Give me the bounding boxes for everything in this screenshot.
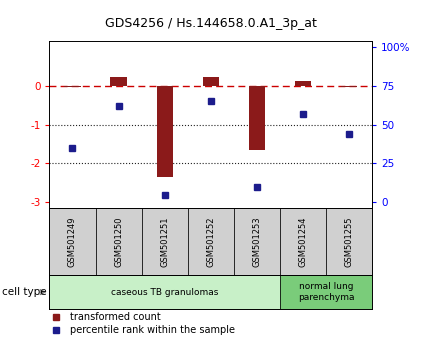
Text: GSM501255: GSM501255	[344, 217, 353, 267]
Text: normal lung
parenchyma: normal lung parenchyma	[298, 282, 354, 302]
Text: GSM501249: GSM501249	[68, 217, 77, 267]
Text: GSM501250: GSM501250	[114, 217, 123, 267]
Bar	[341, 86, 357, 87]
Bar	[203, 77, 219, 86]
Bar	[141, 208, 187, 275]
Bar	[49, 275, 280, 309]
Bar	[280, 275, 372, 309]
Text: GSM501251: GSM501251	[160, 217, 169, 267]
Bar	[111, 77, 126, 86]
Text: percentile rank within the sample: percentile rank within the sample	[71, 325, 235, 335]
Bar	[64, 86, 80, 87]
Bar	[234, 208, 280, 275]
Text: caseous TB granulomas: caseous TB granulomas	[111, 287, 218, 297]
Bar	[187, 208, 234, 275]
Bar	[326, 208, 372, 275]
Bar	[49, 208, 95, 275]
Bar	[295, 81, 311, 86]
Bar	[95, 208, 141, 275]
Text: GDS4256 / Hs.144658.0.A1_3p_at: GDS4256 / Hs.144658.0.A1_3p_at	[105, 17, 316, 29]
Text: GSM501254: GSM501254	[298, 217, 307, 267]
Text: GSM501252: GSM501252	[206, 217, 215, 267]
Text: transformed count: transformed count	[71, 312, 161, 321]
Bar	[249, 86, 265, 150]
Bar	[280, 208, 326, 275]
Text: cell type: cell type	[2, 287, 47, 297]
Bar	[157, 86, 173, 177]
Text: GSM501253: GSM501253	[252, 217, 261, 267]
